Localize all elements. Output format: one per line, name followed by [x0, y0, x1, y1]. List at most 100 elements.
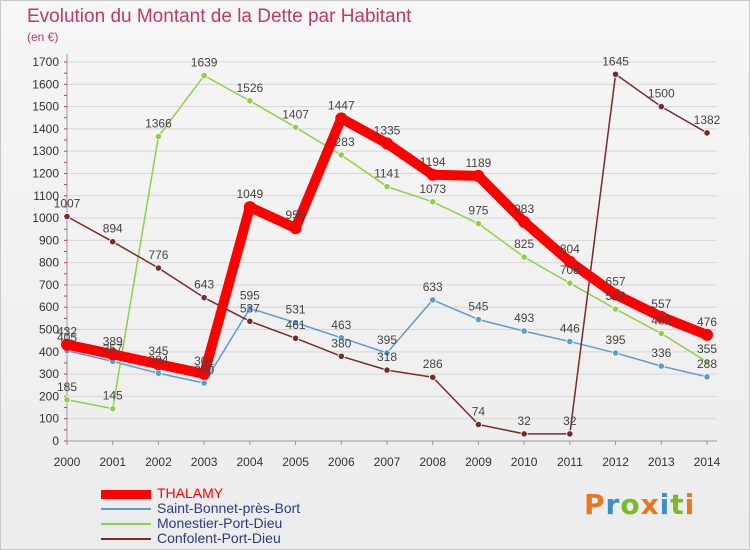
- y-tick-label: 1700: [32, 55, 59, 69]
- data-point: [474, 315, 483, 324]
- data-point: [566, 430, 574, 438]
- x-tick-label: 2011: [557, 455, 583, 469]
- data-point: [154, 264, 163, 272]
- data-label: 32: [563, 414, 577, 428]
- data-point: [337, 352, 345, 360]
- data-point: [200, 379, 208, 387]
- data-label: 1382: [694, 113, 721, 127]
- data-label: 1500: [648, 87, 675, 101]
- data-point: [246, 97, 254, 105]
- data-label: 288: [697, 357, 717, 371]
- data-point: [657, 329, 665, 338]
- x-tick-label: 2010: [511, 455, 538, 469]
- x-tick-label: 2003: [191, 455, 218, 469]
- data-label: 336: [651, 346, 671, 360]
- y-tick-label: 700: [39, 278, 59, 292]
- x-tick-label: 2009: [465, 455, 492, 469]
- data-label: 395: [606, 333, 626, 347]
- data-point: [381, 137, 393, 150]
- data-label: 894: [103, 222, 123, 236]
- x-tick-label: 2000: [54, 455, 81, 469]
- data-label: 592: [606, 289, 626, 303]
- data-label: 432: [57, 325, 77, 339]
- data-point: [246, 317, 254, 325]
- data-point: [337, 151, 345, 159]
- y-tick-label: 100: [39, 412, 59, 426]
- logo-letter: i: [659, 488, 671, 521]
- y-tick-label: 600: [39, 300, 59, 314]
- data-label: 482: [651, 314, 671, 328]
- data-label: 537: [240, 301, 260, 315]
- data-point: [520, 327, 528, 335]
- x-tick-label: 2014: [694, 455, 721, 469]
- logo-letter: t: [670, 488, 685, 521]
- legend-swatch: [101, 538, 151, 540]
- data-point: [474, 420, 483, 429]
- logo-letter: x: [640, 488, 660, 521]
- data-label: 185: [57, 380, 77, 394]
- x-tick-label: 2013: [648, 455, 675, 469]
- data-point: [429, 373, 437, 381]
- data-point: [429, 198, 437, 206]
- data-label: 446: [560, 322, 580, 336]
- data-label: 260: [194, 363, 214, 377]
- data-label: 633: [423, 280, 443, 294]
- data-label: 531: [286, 303, 306, 317]
- data-point: [106, 348, 119, 361]
- data-label: 595: [240, 288, 260, 302]
- data-label: 545: [468, 299, 488, 313]
- data-label: 1141: [374, 167, 400, 181]
- data-label: 557: [651, 297, 671, 311]
- legend-swatch: [101, 490, 151, 499]
- data-point: [63, 396, 71, 404]
- data-label: 357: [103, 341, 123, 355]
- y-tick-label: 1300: [32, 144, 59, 158]
- data-label: 804: [560, 242, 580, 256]
- data-label: 461: [286, 318, 306, 332]
- data-point: [518, 215, 531, 228]
- x-tick-label: 2006: [328, 455, 355, 469]
- y-tick-label: 900: [39, 233, 59, 247]
- data-label: 776: [148, 248, 168, 262]
- data-point: [566, 279, 574, 287]
- data-label: 955: [286, 208, 306, 222]
- data-point: [291, 319, 300, 327]
- data-label: 643: [194, 278, 214, 292]
- data-point: [383, 349, 391, 357]
- data-label: 657: [606, 275, 626, 289]
- data-label: 145: [103, 389, 123, 403]
- data-label: 1447: [328, 98, 355, 112]
- y-tick-label: 1100: [33, 189, 59, 203]
- y-tick-label: 300: [39, 367, 59, 381]
- data-point: [563, 255, 576, 268]
- y-tick-label: 400: [39, 345, 59, 359]
- data-point: [109, 405, 117, 413]
- data-point: [657, 362, 665, 370]
- data-label: 318: [377, 350, 397, 364]
- data-point: [703, 129, 711, 137]
- data-label: 1526: [237, 81, 264, 95]
- legend-label: Monestier-Port-Dieu: [157, 515, 283, 531]
- data-point: [383, 366, 391, 374]
- data-label: 355: [697, 342, 717, 356]
- data-label: 1335: [374, 123, 401, 137]
- data-point: [701, 328, 713, 341]
- proxiti-logo: Proxiti: [584, 488, 695, 521]
- data-label: 380: [331, 336, 351, 350]
- data-point: [289, 222, 302, 235]
- data-label: 301: [194, 354, 214, 368]
- data-label: 1645: [602, 54, 629, 68]
- logo-letter: P: [584, 488, 606, 521]
- data-point: [291, 123, 300, 131]
- data-label: 463: [331, 318, 351, 332]
- data-point: [611, 349, 620, 357]
- data-label: 708: [560, 263, 580, 277]
- y-tick-label: 500: [39, 323, 59, 337]
- x-tick-label: 2012: [602, 455, 629, 469]
- data-label: 975: [468, 204, 488, 218]
- data-label: 1639: [191, 56, 218, 70]
- legend-swatch: [101, 523, 151, 525]
- data-label: 1283: [328, 135, 355, 149]
- y-tick-label: 1500: [32, 100, 59, 114]
